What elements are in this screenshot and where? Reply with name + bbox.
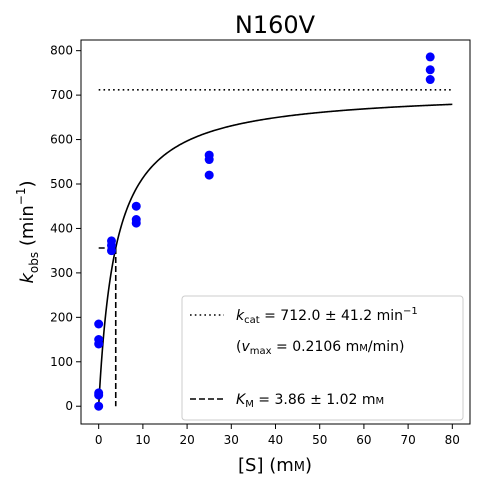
- x-tick-label: 70: [400, 433, 415, 447]
- data-point: [107, 236, 117, 246]
- y-tick-label: 0: [65, 399, 73, 413]
- legend-kcat-label: kcat = 712.0 ± 41.2 min−1: [236, 306, 418, 326]
- y-tick-label: 300: [50, 266, 73, 280]
- data-point: [94, 335, 104, 345]
- x-tick-label: 10: [135, 433, 150, 447]
- data-point: [425, 75, 435, 85]
- y-axis-ticks: 0 100 200 300 400 500 600 700 800: [50, 44, 81, 413]
- chart-title: N160V: [235, 11, 316, 39]
- data-point: [131, 201, 141, 211]
- x-tick-label: 50: [312, 433, 327, 447]
- y-tick-label: 100: [50, 355, 73, 369]
- y-tick-label: 200: [50, 310, 73, 324]
- y-tick-label: 600: [50, 133, 73, 147]
- data-points: [94, 52, 435, 411]
- data-point: [425, 52, 435, 62]
- data-point: [204, 170, 214, 180]
- legend-box: [181, 295, 464, 421]
- legend: kcat = 712.0 ± 41.2 min−1 (vmax = 0.2106…: [181, 295, 464, 421]
- y-tick-label: 700: [50, 88, 73, 102]
- x-tick-label: 20: [179, 433, 194, 447]
- data-point: [425, 65, 435, 75]
- x-tick-label: 40: [268, 433, 283, 447]
- x-axis-label: [S] (mM): [238, 455, 312, 476]
- y-axis-label: kobs (min−1): [14, 180, 41, 283]
- legend-km-label: KM = 3.86 ± 1.02 mM: [236, 392, 384, 410]
- y-tick-label: 500: [50, 177, 73, 191]
- x-tick-label: 80: [445, 433, 460, 447]
- svg-text:kobs (min−1): kobs (min−1): [14, 180, 41, 283]
- y-tick-label: 800: [50, 44, 73, 58]
- x-tick-label: 0: [95, 433, 103, 447]
- data-point: [204, 150, 214, 160]
- x-tick-label: 30: [224, 433, 239, 447]
- data-point: [94, 388, 104, 398]
- data-point: [94, 401, 104, 411]
- fit-curve: [97, 103, 453, 405]
- legend-vmax-label: (vmax = 0.2106 mM/min): [236, 339, 405, 357]
- data-point: [131, 215, 141, 225]
- x-axis-ticks: 0 10 20 30 40 50 60 70 80: [95, 424, 460, 447]
- data-point: [94, 319, 104, 329]
- y-tick-label: 400: [50, 221, 73, 235]
- x-tick-label: 60: [356, 433, 371, 447]
